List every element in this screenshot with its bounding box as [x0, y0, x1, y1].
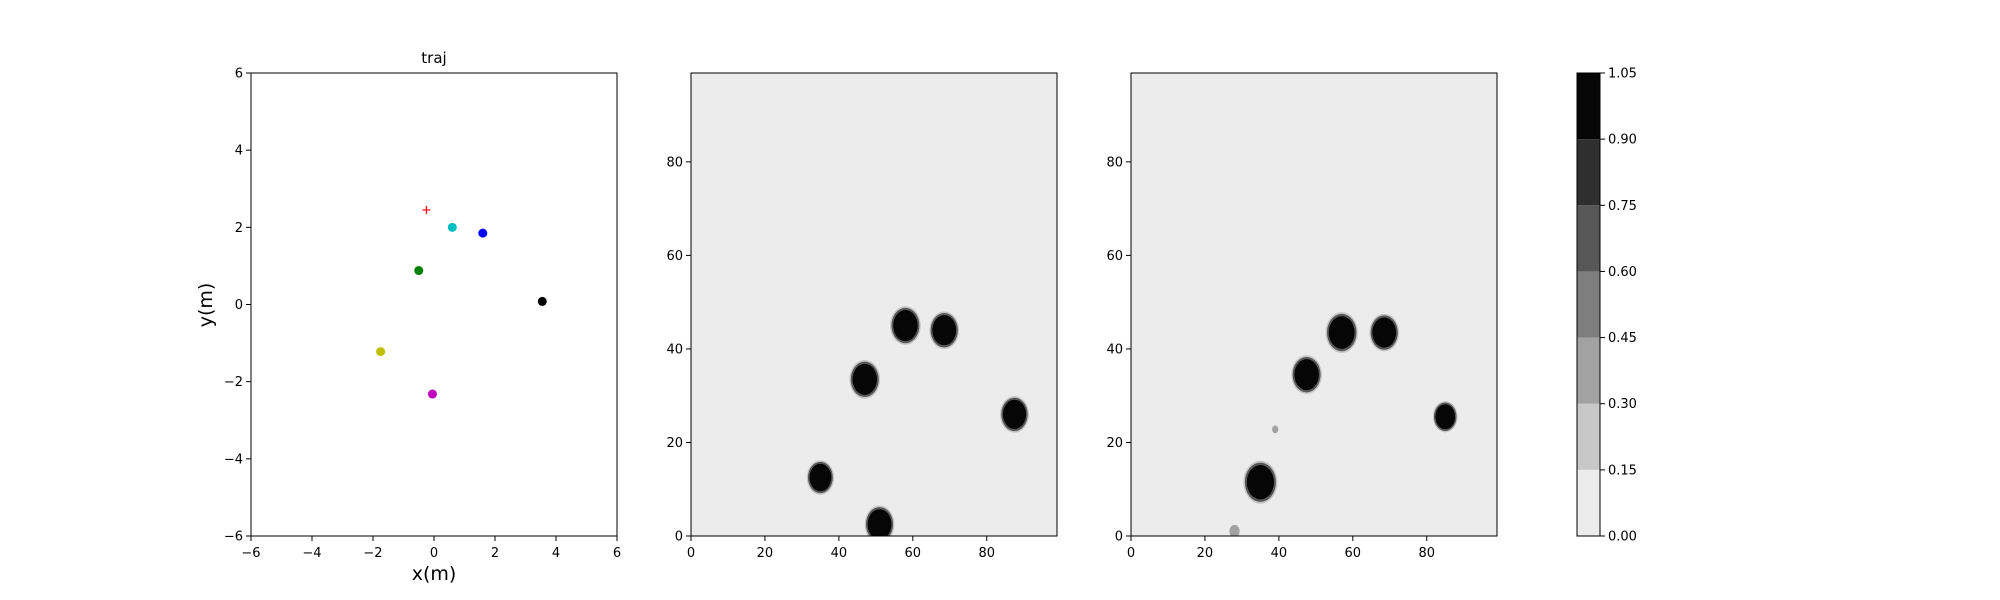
heatmap2-blob-4 — [932, 315, 957, 346]
heatmap3-ytick-label: 60 — [1106, 249, 1123, 264]
traj-goal-marker — [422, 205, 431, 214]
heatmap2-blob-2 — [852, 363, 878, 395]
heatmap3-blob-5 — [1272, 425, 1279, 434]
colorbar-band-1 — [1577, 403, 1600, 470]
heatmap3-xtick-label: 20 — [1197, 546, 1214, 561]
heatmap2-axes-frame — [690, 72, 1058, 537]
traj-ytick-label: −6 — [224, 530, 243, 545]
heatmap2-ytick-label: 0 — [675, 530, 683, 545]
heatmap3-blob-0 — [1246, 465, 1274, 500]
heatmap2-xtick-label: 0 — [687, 546, 695, 561]
heatmap2-blob-0 — [809, 463, 832, 492]
traj-xtick-label: 0 — [430, 546, 438, 561]
traj-ytick-label: −4 — [224, 452, 243, 467]
heatmap3-xtick-label: 0 — [1127, 546, 1135, 561]
heatmap-panel-3: 0 20 40 60 80 0 20 40 60 80 — [1106, 72, 1498, 561]
traj-point-6 — [427, 389, 437, 399]
heatmap2-ticks: 0 20 40 60 80 0 20 40 60 80 — [666, 155, 995, 561]
colorbar-tick-label: 0.45 — [1608, 331, 1637, 346]
traj-xtick-label: −2 — [363, 546, 382, 561]
traj-xtick-label: 4 — [552, 546, 560, 561]
heatmap2-xtick-label: 80 — [978, 546, 995, 561]
traj-xtick-label: −4 — [302, 546, 321, 561]
colorbar-ticks: 0.00 0.15 0.30 0.45 0.60 0.75 0.90 1.05 — [1600, 67, 1637, 545]
heatmap2-ytick-label: 80 — [666, 155, 683, 170]
heatmap2-blob-3 — [893, 310, 918, 342]
heatmap2-blob-1 — [867, 509, 892, 536]
colorbar-band-5 — [1577, 139, 1600, 206]
heatmap3-blob-group — [1229, 312, 1458, 536]
colorbar-tick-label: 0.30 — [1608, 397, 1637, 412]
heatmap2-background — [691, 73, 1057, 536]
heatmap3-background — [1131, 73, 1497, 536]
heatmap3-ytick-label: 20 — [1106, 436, 1123, 451]
heatmap2-blob-5 — [1002, 399, 1027, 430]
heatmap2-xtick-label: 60 — [905, 546, 922, 561]
colorbar-tick-label: 0.00 — [1608, 530, 1637, 545]
traj-xtick-label: 6 — [613, 546, 621, 561]
heatmap2-xtick-label: 20 — [757, 546, 774, 561]
colorbar-band-0 — [1577, 469, 1600, 536]
colorbar-tick-label: 0.75 — [1608, 199, 1637, 214]
traj-point-5 — [376, 347, 386, 357]
colorbar-band-2 — [1577, 337, 1600, 404]
traj-xtick-label: −6 — [241, 546, 260, 561]
traj-ticks: −6 −4 −2 0 2 4 6 −6 −4 −2 0 2 4 6 — [224, 67, 621, 562]
heatmap2-xtick-label: 40 — [831, 546, 848, 561]
heatmap3-ticks: 0 20 40 60 80 0 20 40 60 80 — [1106, 155, 1435, 561]
heatmap2-ytick-label: 20 — [666, 436, 683, 451]
traj-ytick-label: −2 — [224, 375, 243, 390]
colorbar-tick-label: 0.15 — [1608, 463, 1637, 478]
heatmap3-xtick-label: 60 — [1345, 546, 1362, 561]
heatmap3-blobs — [1229, 312, 1458, 536]
colorbar-tick-label: 1.05 — [1608, 67, 1637, 82]
traj-axes-frame — [250, 72, 618, 537]
traj-ylabel: y(m) — [195, 283, 217, 328]
colorbar-bands — [1577, 73, 1600, 536]
colorbar-frame — [1576, 72, 1601, 537]
heatmap3-ytick-label: 80 — [1106, 155, 1123, 170]
heatmap2-blobs — [806, 306, 1029, 536]
heatmap3-ytick-label: 40 — [1106, 342, 1123, 357]
traj-point-2 — [478, 228, 488, 238]
traj-title: traj — [421, 49, 446, 67]
colorbar-band-3 — [1577, 271, 1600, 338]
heatmap3-blob-1 — [1294, 359, 1319, 391]
heatmap2-blob-group — [806, 306, 1029, 536]
heatmap3-xtick-label: 40 — [1271, 546, 1288, 561]
heatmap-panel-2: 0 20 40 60 80 0 20 40 60 80 — [666, 72, 1058, 561]
heatmap3-axes-frame — [1130, 72, 1498, 537]
traj-points — [376, 205, 547, 399]
traj-ytick-label: 4 — [235, 144, 243, 159]
colorbar-band-6 — [1577, 73, 1600, 140]
heatmap3-blob-3 — [1372, 317, 1397, 348]
traj-xtick-label: 2 — [491, 546, 499, 561]
traj-point-1 — [447, 222, 457, 232]
heatmap3-blob-4 — [1435, 404, 1456, 430]
colorbar: 0.00 0.15 0.30 0.45 0.60 0.75 0.90 1.05 — [1576, 67, 1637, 545]
heatmap2-ytick-label: 60 — [666, 249, 683, 264]
traj-point-3 — [414, 266, 424, 276]
traj-ytick-label: 6 — [235, 67, 243, 82]
colorbar-band-4 — [1577, 205, 1600, 272]
heatmap3-blob-6 — [1229, 524, 1240, 536]
traj-point-4 — [537, 296, 547, 306]
heatmap2-ytick-label: 40 — [666, 342, 683, 357]
heatmap3-xtick-label: 80 — [1418, 546, 1435, 561]
traj-panel: traj x(m) y(m) −6 −4 −2 0 2 4 6 −6 −4 −2 0 2 4 6 — [195, 49, 621, 585]
traj-ytick-label: 2 — [235, 221, 243, 236]
heatmap3-blob-2 — [1328, 316, 1355, 349]
colorbar-tick-label: 0.90 — [1608, 133, 1637, 148]
heatmap3-ytick-label: 0 — [1115, 530, 1123, 545]
colorbar-tick-label: 0.60 — [1608, 265, 1637, 280]
traj-xlabel: x(m) — [412, 563, 457, 585]
traj-ytick-label: 0 — [235, 298, 243, 313]
